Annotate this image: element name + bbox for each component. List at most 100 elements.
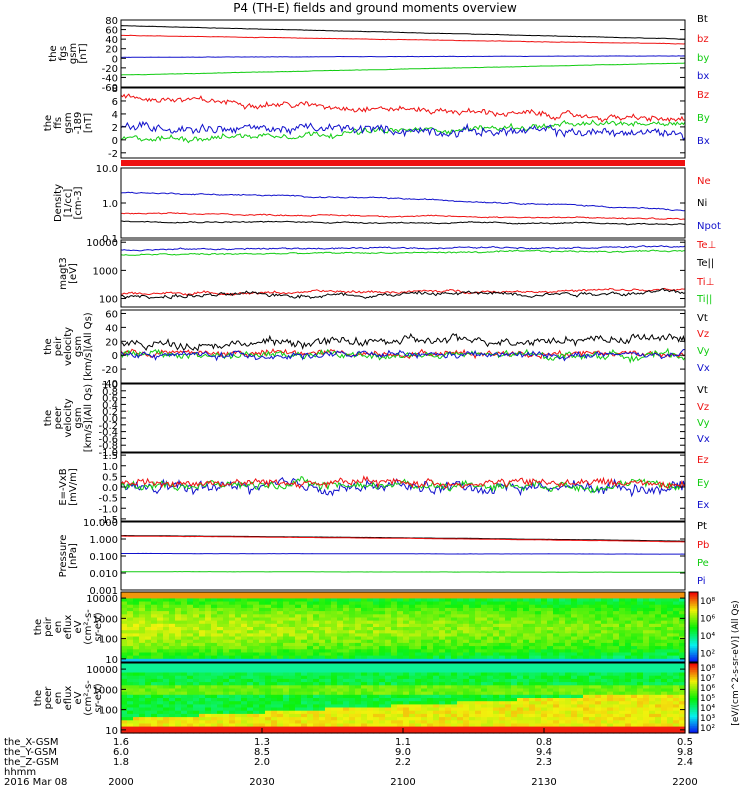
heatmap-cell [619, 704, 626, 709]
heatmap-cell [487, 678, 494, 683]
heatmap-cell [367, 658, 374, 663]
heatmap-cell [445, 691, 452, 696]
heatmap-cell [571, 726, 578, 731]
heatmap-cell [343, 688, 350, 693]
heatmap-cell [145, 729, 152, 734]
heatmap-cell [235, 726, 242, 731]
heatmap-cell [157, 723, 164, 728]
heatmap-cell [469, 691, 476, 696]
heatmap-cell [487, 607, 494, 612]
heatmap-cell [445, 704, 452, 709]
heatmap-cell [349, 623, 356, 628]
heatmap-cell [253, 685, 260, 690]
heatmap-cell [199, 636, 206, 641]
heatmap-cell [433, 726, 440, 731]
heatmap-cell [277, 663, 284, 667]
heatmap-cell [619, 601, 626, 606]
heatmap-cell [355, 620, 362, 625]
heatmap-cell [571, 592, 578, 596]
heatmap-cell [295, 655, 302, 660]
heatmap-cell [571, 607, 578, 612]
heatmap-cell [133, 636, 140, 641]
heatmap-cell [229, 633, 236, 638]
panel-frame [120, 309, 686, 384]
heatmap-cell [541, 704, 548, 709]
heatmap-cell [247, 710, 254, 715]
heatmap-cell [367, 694, 374, 699]
heatmap-cell [409, 717, 416, 721]
heatmap-cell [175, 642, 182, 647]
heatmap-cell [541, 663, 548, 667]
heatmap-cell [301, 688, 308, 693]
heatmap-cell [529, 707, 536, 712]
heatmap-cell [601, 592, 608, 596]
colorbar-cell [689, 677, 698, 680]
heatmap-cell [283, 701, 290, 705]
heatmap-cell [481, 636, 488, 641]
heatmap-cell [583, 655, 590, 660]
heatmap-cell [331, 726, 338, 731]
heatmap-cell [163, 611, 170, 615]
heatmap-cell [145, 649, 152, 654]
heatmap-cell [169, 717, 176, 721]
heatmap-cell [259, 720, 266, 725]
heatmap-cell [625, 726, 632, 731]
heatmap-cell [313, 713, 320, 718]
heatmap-cell [463, 691, 470, 696]
heatmap-cell [553, 633, 560, 638]
heatmap-cell [301, 713, 308, 718]
heatmap-cell [451, 655, 458, 660]
heatmap-cell [517, 620, 524, 625]
heatmap-cell [205, 682, 212, 686]
heatmap-cell [583, 691, 590, 696]
heatmap-cell [133, 710, 140, 715]
heatmap-cell [277, 658, 284, 663]
legend-entry-by: by [697, 53, 709, 64]
colorbar-cell [689, 698, 698, 701]
heatmap-cell [499, 704, 506, 709]
heatmap-cell [127, 633, 134, 638]
heatmap-cell [205, 701, 212, 705]
heatmap-cell [385, 627, 392, 631]
heatmap-cell [271, 623, 278, 628]
heatmap-cell [193, 595, 200, 599]
heatmap-cell [643, 723, 650, 728]
heatmap-cell [583, 678, 590, 683]
heatmap-cell [181, 666, 188, 670]
heatmap-cell [127, 611, 134, 615]
heatmap-cell [331, 595, 338, 599]
heatmap-cell [493, 663, 500, 667]
heatmap-cell [379, 592, 386, 596]
heatmap-cell [499, 642, 506, 647]
heatmap-cell [169, 627, 176, 631]
heatmap-cell [391, 614, 398, 619]
heatmap-cell [271, 598, 278, 603]
heatmap-cell [235, 598, 242, 603]
colorbar-cell [689, 717, 698, 720]
heatmap-cell [307, 617, 314, 622]
heatmap-cell [403, 704, 410, 709]
heatmap-cell [301, 663, 308, 667]
heatmap-cell [673, 663, 680, 667]
heatmap-cell [637, 666, 644, 670]
page-title: P4 (TH-E) fields and ground moments over… [233, 1, 517, 15]
legend-entry-Ex: Ex [697, 500, 709, 511]
heatmap-cell [241, 685, 248, 690]
heatmap-cell [319, 655, 326, 660]
heatmap-cell [223, 592, 230, 596]
heatmap-cell [397, 649, 404, 654]
heatmap-cell [679, 713, 686, 718]
heatmap-cell [403, 691, 410, 696]
heatmap-cell [595, 685, 602, 690]
heatmap-cell [463, 713, 470, 718]
heatmap-cell [439, 717, 446, 721]
heatmap-cell [451, 701, 458, 705]
legend-entry-Vz: Vz [697, 402, 709, 413]
heatmap-cell [271, 620, 278, 625]
heatmap-cell [391, 691, 398, 696]
heatmap-cell [139, 720, 146, 725]
heatmap-cell [169, 729, 176, 734]
heatmap-cell [151, 592, 158, 596]
heatmap-cell [595, 627, 602, 631]
heatmap-cell [553, 655, 560, 660]
